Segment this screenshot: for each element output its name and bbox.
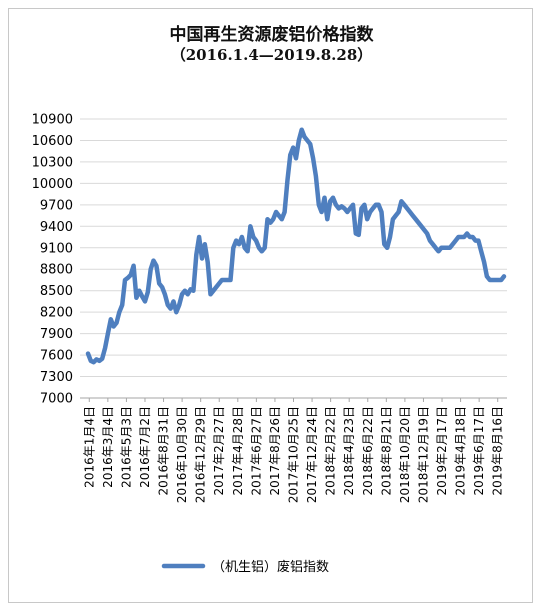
x-tick-label: 2018年2月22日 (324, 406, 338, 495)
x-tick-label: 2017年12月24日 (305, 406, 319, 503)
x-tick-label: 2016年10月30日 (175, 406, 189, 503)
x-tick-label: 2018年8月21日 (379, 406, 393, 495)
x-tick-label: 2019年4月18日 (454, 406, 468, 495)
series-line-0 (85, 127, 507, 365)
legend-label: （机生铝）废铝指数 (212, 559, 329, 575)
y-tick-label: 9400 (40, 220, 73, 235)
gridlines (80, 118, 507, 399)
y-tick-label: 7900 (40, 327, 73, 342)
x-tick-label: 2017年2月27日 (212, 406, 226, 495)
x-tick-label: 2016年8月31日 (157, 406, 171, 495)
x-tick-label: 2018年10月20日 (398, 406, 412, 503)
x-tick-label: 2016年3月4日 (101, 406, 115, 488)
y-tick-label: 10600 (32, 134, 73, 149)
y-tick-label: 8200 (40, 306, 73, 321)
y-tick-label: 7600 (40, 349, 73, 364)
x-tick-label: 2017年8月26日 (268, 406, 282, 495)
y-tick-label: 10000 (32, 177, 73, 192)
x-tick-label: 2016年12月29日 (194, 406, 208, 503)
y-tick-label: 10900 (32, 113, 73, 128)
series-lines (85, 127, 507, 365)
x-tick-label: 2017年6月27日 (249, 406, 263, 495)
x-tick-label: 2018年4月23日 (342, 406, 356, 495)
x-tick-label: 2019年2月17日 (435, 406, 449, 495)
x-tick-label: 2017年4月28日 (231, 406, 245, 495)
x-axis (80, 397, 507, 402)
x-tick-label: 2016年7月2日 (138, 406, 152, 488)
y-tick-label: 8500 (40, 284, 73, 299)
x-tick-label: 2019年6月17日 (472, 406, 486, 495)
x-tick-label: 2017年10月25日 (287, 406, 301, 503)
chart-title: 中国再生资源废铝价格指数 (169, 25, 374, 45)
x-tick-label: 2016年5月3日 (119, 406, 133, 488)
y-tick-label: 10300 (32, 155, 73, 170)
chart-subtitle: （2016.1.4—2019.8.28） (170, 46, 373, 64)
x-tick-label: 2018年6月22日 (361, 406, 375, 495)
y-tick-label: 7000 (40, 392, 73, 407)
y-tick-label: 9100 (40, 241, 73, 256)
y-axis-tick-labels: 7000 7300 7600 7900 8200 8500 8800 9100 9400 9700… (32, 113, 73, 407)
x-tick-label: 2016年1月4日 (82, 406, 96, 488)
chart-frame (8, 8, 533, 603)
y-tick-label: 8800 (40, 263, 73, 278)
y-tick-label: 9700 (40, 198, 73, 213)
x-tick-label: 2019年8月16日 (491, 406, 505, 495)
y-tick-label: 7300 (40, 370, 73, 385)
legend: （机生铝）废铝指数 (161, 559, 329, 575)
x-axis-tick-labels: 2016年1月4日 2016年3月4日 2016年5月3日 2016年7月2日 2016… (82, 406, 504, 503)
x-tick-label: 2018年12月19日 (416, 406, 430, 503)
